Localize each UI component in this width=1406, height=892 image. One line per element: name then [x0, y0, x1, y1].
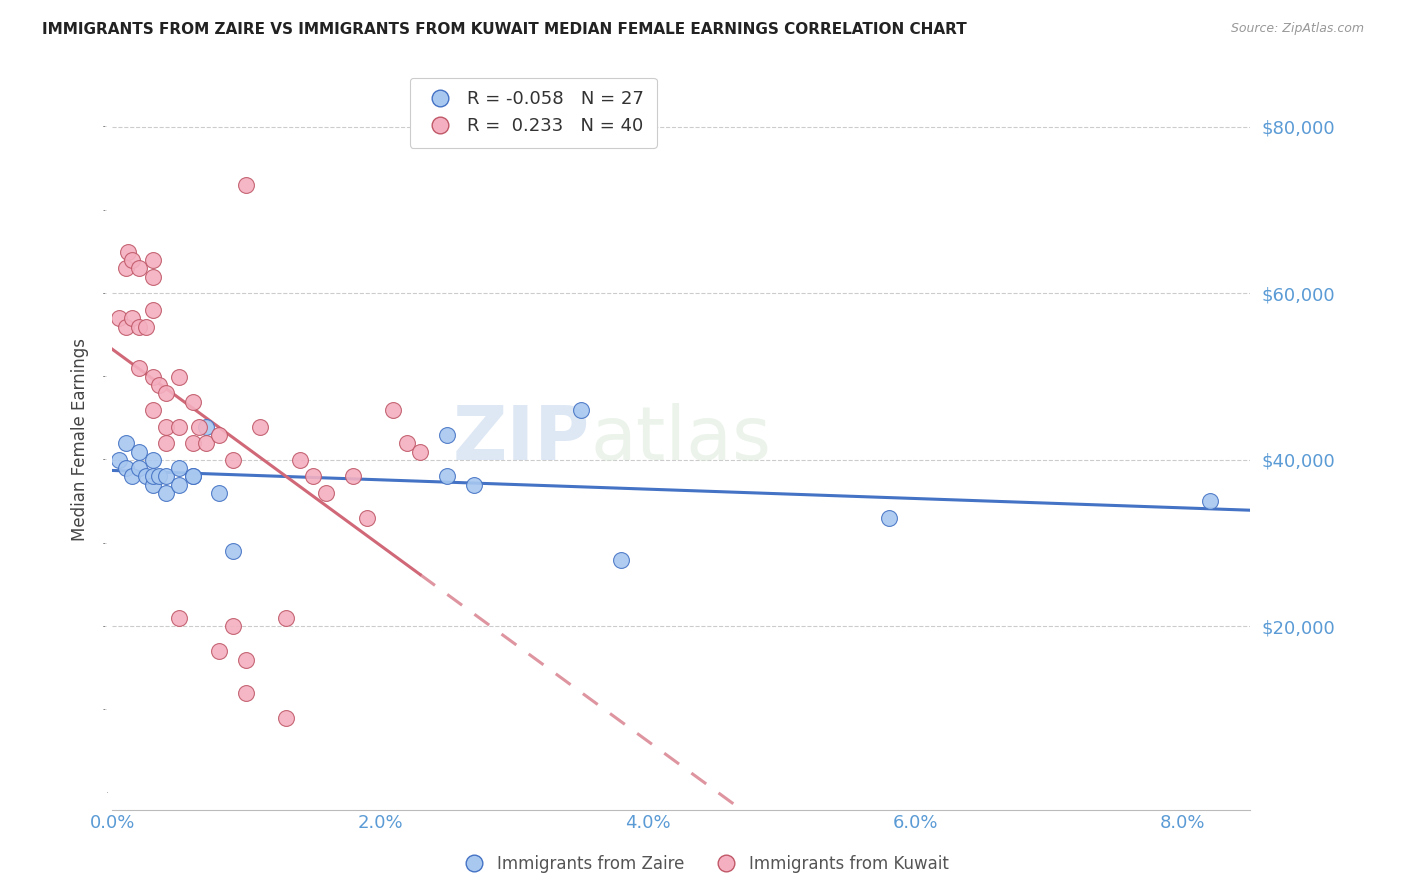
Point: [436, 428, 458, 442]
Text: IMMIGRANTS FROM ZAIRE VS IMMIGRANTS FROM KUWAIT MEDIAN FEMALE EARNINGS CORRELATI: IMMIGRANTS FROM ZAIRE VS IMMIGRANTS FROM…: [42, 22, 967, 37]
Point: [155, 419, 177, 434]
Point: [169, 461, 191, 475]
Point: [141, 269, 163, 284]
Text: atlas: atlas: [591, 402, 770, 475]
Point: [135, 469, 157, 483]
Point: [121, 469, 143, 483]
Point: [121, 253, 143, 268]
Point: [409, 444, 432, 458]
Point: [315, 486, 337, 500]
Text: Source: ZipAtlas.com: Source: ZipAtlas.com: [1230, 22, 1364, 36]
Point: [155, 486, 177, 500]
Point: [569, 403, 592, 417]
Point: [155, 469, 177, 483]
Text: ZIP: ZIP: [453, 402, 591, 475]
Point: [235, 686, 257, 700]
Point: [141, 303, 163, 318]
Y-axis label: Median Female Earnings: Median Female Earnings: [72, 337, 89, 541]
Point: [141, 403, 163, 417]
Point: [382, 403, 405, 417]
Point: [128, 261, 150, 276]
Point: [155, 436, 177, 450]
Point: [141, 369, 163, 384]
Point: [463, 478, 485, 492]
Point: [121, 311, 143, 326]
Point: [128, 319, 150, 334]
Legend: R = -0.058   N = 27, R =  0.233   N = 40: R = -0.058 N = 27, R = 0.233 N = 40: [409, 78, 657, 148]
Point: [128, 361, 150, 376]
Point: [169, 611, 191, 625]
Point: [181, 394, 204, 409]
Point: [114, 461, 136, 475]
Point: [141, 478, 163, 492]
Point: [395, 436, 418, 450]
Point: [276, 611, 298, 625]
Point: [141, 469, 163, 483]
Point: [342, 469, 364, 483]
Point: [235, 178, 257, 192]
Point: [135, 319, 157, 334]
Point: [356, 511, 378, 525]
Point: [108, 311, 131, 326]
Point: [169, 369, 191, 384]
Point: [141, 253, 163, 268]
Point: [208, 644, 231, 658]
Point: [114, 436, 136, 450]
Point: [169, 478, 191, 492]
Point: [276, 711, 298, 725]
Point: [222, 619, 245, 633]
Point: [114, 319, 136, 334]
Point: [108, 453, 131, 467]
Point: [436, 469, 458, 483]
Point: [235, 653, 257, 667]
Point: [188, 419, 211, 434]
Point: [195, 436, 218, 450]
Point: [141, 453, 163, 467]
Point: [208, 486, 231, 500]
Point: [195, 419, 218, 434]
Legend: Immigrants from Zaire, Immigrants from Kuwait: Immigrants from Zaire, Immigrants from K…: [450, 848, 956, 880]
Point: [128, 444, 150, 458]
Point: [288, 453, 311, 467]
Point: [181, 469, 204, 483]
Point: [114, 261, 136, 276]
Point: [128, 461, 150, 475]
Point: [610, 553, 633, 567]
Point: [148, 378, 170, 392]
Point: [1198, 494, 1220, 508]
Point: [169, 419, 191, 434]
Point: [181, 469, 204, 483]
Point: [222, 453, 245, 467]
Point: [148, 469, 170, 483]
Point: [208, 428, 231, 442]
Point: [222, 544, 245, 558]
Point: [117, 244, 139, 259]
Point: [877, 511, 900, 525]
Point: [155, 386, 177, 401]
Point: [302, 469, 325, 483]
Point: [181, 436, 204, 450]
Point: [249, 419, 271, 434]
